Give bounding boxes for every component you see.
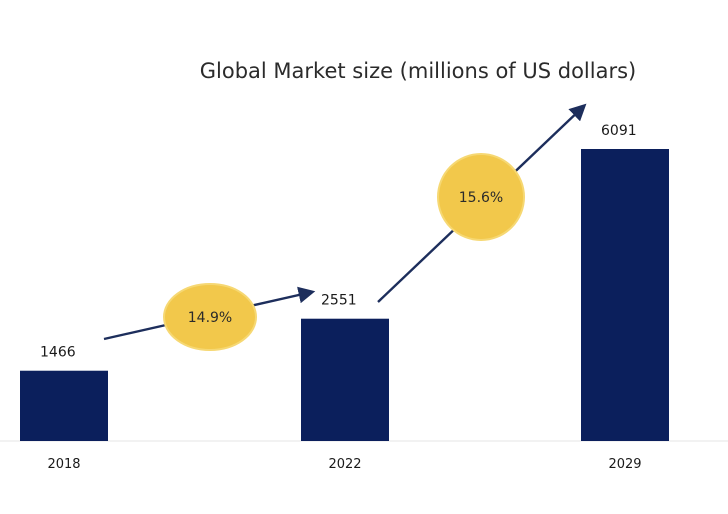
bar-2029 — [581, 149, 669, 441]
growth-rate-label-2018-2022: 14.9% — [188, 310, 232, 326]
value-label-2029: 6091 — [601, 123, 637, 139]
growth-bubble-2018-2022 — [163, 283, 257, 351]
x-tick-label-2029: 2029 — [608, 457, 641, 472]
bar-2022 — [301, 318, 389, 441]
x-tick-label-2022: 2022 — [328, 457, 361, 472]
value-label-2018: 1466 — [40, 345, 76, 361]
value-label-2022: 2551 — [321, 293, 357, 309]
bar-2018 — [20, 370, 108, 441]
x-tick-label-2018: 2018 — [47, 457, 80, 472]
chart-title: Global Market size (millions of US dolla… — [200, 59, 636, 83]
growth-bubble-2022-2029 — [437, 153, 525, 241]
growth-rate-label-2022-2029: 15.6% — [459, 190, 503, 206]
